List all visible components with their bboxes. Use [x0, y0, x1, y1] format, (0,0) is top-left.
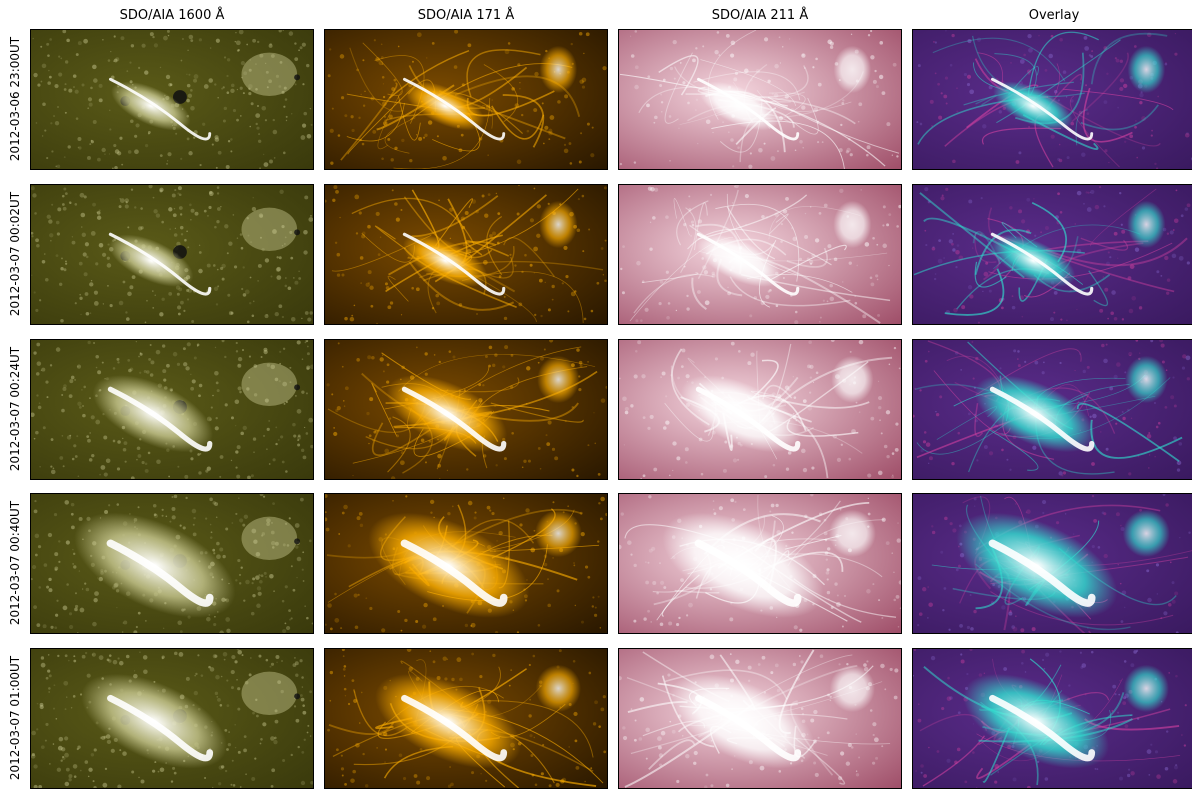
panel-overlay-row-2: [912, 184, 1192, 325]
panel-aia171-row-1: [324, 29, 608, 170]
column-title-1: SDO/AIA 1600 Å: [119, 8, 225, 23]
panel-aia1600-row-1: [30, 29, 314, 170]
column-title-2: SDO/AIA 171 Å: [417, 8, 515, 23]
panel-aia211-row-1: [618, 29, 902, 170]
panel-overlay-row-4: [912, 493, 1192, 634]
panel-aia1600-row-2: [30, 184, 314, 325]
row-timestamp-2: 2012-03-07 00:02UT: [8, 191, 22, 316]
panel-aia171-row-4: [324, 493, 608, 634]
panel-aia1600-row-4: [30, 493, 314, 634]
panel-aia211-row-2: [618, 184, 902, 325]
row-timestamp-3: 2012-03-07 00:24UT: [8, 346, 22, 471]
panel-aia211-row-5: [618, 648, 902, 789]
panel-aia211-row-4: [618, 493, 902, 634]
panel-aia1600-row-5: [30, 648, 314, 789]
column-title-4: Overlay: [1028, 8, 1080, 23]
panel-aia171-row-3: [324, 339, 608, 480]
panel-aia171-row-5: [324, 648, 608, 789]
panel-overlay-row-5: [912, 648, 1192, 789]
row-timestamp-5: 2012-03-07 01:00UT: [8, 655, 22, 780]
panel-overlay-row-3: [912, 339, 1192, 480]
row-timestamp-4: 2012-03-07 00:40UT: [8, 500, 22, 625]
panel-aia211-row-3: [618, 339, 902, 480]
column-title-3: SDO/AIA 211 Å: [711, 8, 809, 23]
row-timestamp-1: 2012-03-06 23:00UT: [8, 36, 22, 161]
panel-overlay-row-1: [912, 29, 1192, 170]
panel-aia1600-row-3: [30, 339, 314, 480]
panel-aia171-row-2: [324, 184, 608, 325]
